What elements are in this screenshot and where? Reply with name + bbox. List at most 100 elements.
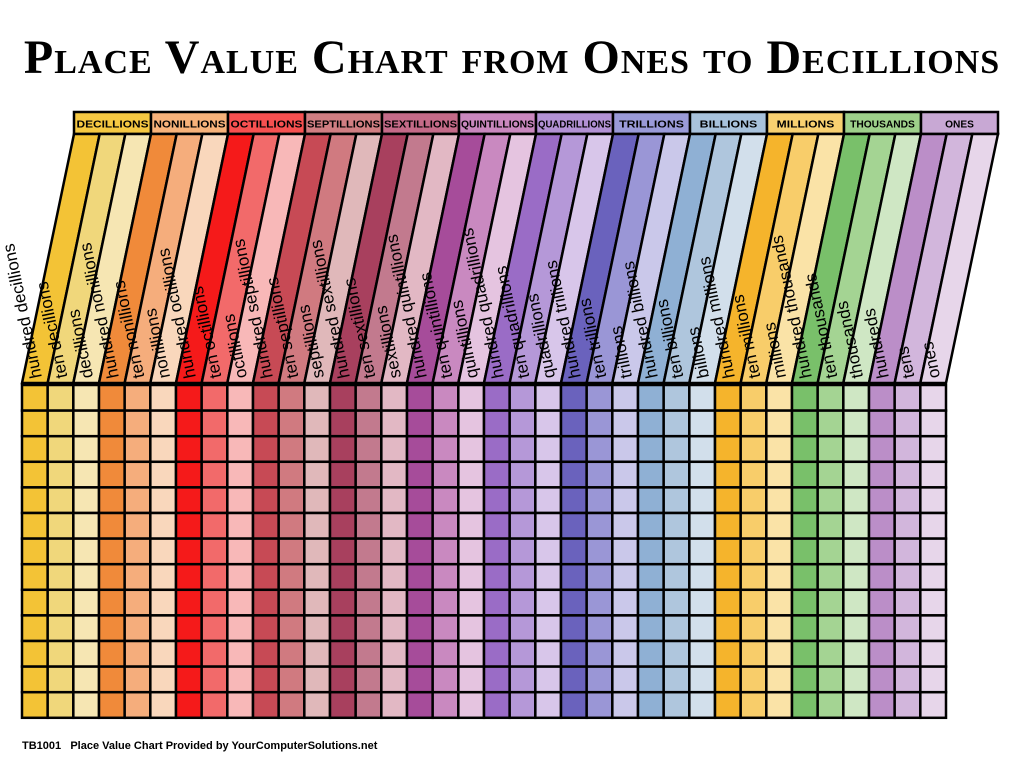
digit-cell[interactable] <box>790 409 819 438</box>
digit-cell[interactable] <box>765 614 794 643</box>
digit-cell[interactable] <box>431 486 460 515</box>
digit-cell[interactable] <box>739 409 768 438</box>
digit-cell[interactable] <box>226 434 255 464</box>
digit-cell[interactable] <box>765 383 794 412</box>
digit-cell[interactable] <box>123 537 152 566</box>
digit-cell[interactable] <box>46 434 75 464</box>
digit-cell[interactable] <box>431 639 460 668</box>
digit-cell[interactable] <box>380 383 409 412</box>
digit-cell[interactable] <box>713 537 742 566</box>
digit-cell[interactable] <box>713 409 742 438</box>
digit-cell[interactable] <box>611 614 640 643</box>
digit-cell[interactable] <box>893 434 922 464</box>
digit-cell[interactable] <box>251 690 280 720</box>
digit-cell[interactable] <box>842 562 871 592</box>
digit-cell[interactable] <box>72 486 101 515</box>
digit-cell[interactable] <box>559 537 588 566</box>
digit-cell[interactable] <box>842 460 871 489</box>
digit-cell[interactable] <box>431 588 460 617</box>
digit-cell[interactable] <box>200 639 229 668</box>
digit-cell[interactable] <box>200 614 229 643</box>
digit-cell[interactable] <box>867 383 896 412</box>
digit-cell[interactable] <box>482 562 511 592</box>
digit-cell[interactable] <box>20 383 49 412</box>
digit-cell[interactable] <box>790 639 819 668</box>
digit-cell[interactable] <box>431 562 460 592</box>
digit-cell[interactable] <box>739 639 768 668</box>
digit-cell[interactable] <box>611 665 640 694</box>
digit-cell[interactable] <box>611 434 640 464</box>
digit-cell[interactable] <box>405 511 434 540</box>
digit-cell[interactable] <box>328 588 357 617</box>
digit-cell[interactable] <box>816 588 845 617</box>
digit-cell[interactable] <box>226 588 255 617</box>
digit-cell[interactable] <box>200 562 229 592</box>
digit-cell[interactable] <box>611 486 640 515</box>
digit-cell[interactable] <box>354 537 383 566</box>
digit-cell[interactable] <box>303 690 332 720</box>
digit-cell[interactable] <box>405 639 434 668</box>
digit-cell[interactable] <box>405 562 434 592</box>
digit-cell[interactable] <box>457 537 486 566</box>
digit-cell[interactable] <box>354 665 383 694</box>
digit-cell[interactable] <box>303 486 332 515</box>
digit-cell[interactable] <box>790 588 819 617</box>
digit-cell[interactable] <box>893 486 922 515</box>
digit-cell[interactable] <box>739 588 768 617</box>
digit-cell[interactable] <box>508 665 537 694</box>
digit-cell[interactable] <box>277 639 306 668</box>
digit-cell[interactable] <box>713 588 742 617</box>
digit-cell[interactable] <box>46 588 75 617</box>
digit-cell[interactable] <box>200 511 229 540</box>
digit-cell[interactable] <box>790 460 819 489</box>
digit-cell[interactable] <box>688 588 717 617</box>
digit-cell[interactable] <box>123 562 152 592</box>
digit-cell[interactable] <box>457 460 486 489</box>
digit-cell[interactable] <box>303 383 332 412</box>
digit-cell[interactable] <box>816 434 845 464</box>
digit-cell[interactable] <box>72 409 101 438</box>
digit-cell[interactable] <box>251 511 280 540</box>
digit-cell[interactable] <box>919 486 948 515</box>
digit-cell[interactable] <box>123 434 152 464</box>
digit-cell[interactable] <box>200 383 229 412</box>
digit-cell[interactable] <box>405 537 434 566</box>
digit-cell[interactable] <box>893 383 922 412</box>
digit-cell[interactable] <box>919 434 948 464</box>
digit-cell[interactable] <box>431 460 460 489</box>
digit-cell[interactable] <box>611 588 640 617</box>
digit-cell[interactable] <box>559 639 588 668</box>
digit-cell[interactable] <box>457 409 486 438</box>
digit-cell[interactable] <box>919 537 948 566</box>
digit-cell[interactable] <box>20 409 49 438</box>
digit-cell[interactable] <box>534 434 563 464</box>
digit-cell[interactable] <box>251 588 280 617</box>
digit-cell[interactable] <box>46 537 75 566</box>
digit-cell[interactable] <box>559 562 588 592</box>
digit-cell[interactable] <box>867 434 896 464</box>
digit-cell[interactable] <box>816 665 845 694</box>
digit-cell[interactable] <box>174 434 203 464</box>
digit-cell[interactable] <box>97 409 126 438</box>
digit-cell[interactable] <box>46 383 75 412</box>
digit-cell[interactable] <box>790 511 819 540</box>
digit-cell[interactable] <box>482 434 511 464</box>
digit-cell[interactable] <box>482 383 511 412</box>
digit-cell[interactable] <box>149 434 178 464</box>
digit-cell[interactable] <box>457 639 486 668</box>
digit-cell[interactable] <box>380 614 409 643</box>
digit-cell[interactable] <box>842 383 871 412</box>
digit-cell[interactable] <box>765 409 794 438</box>
digit-cell[interactable] <box>174 383 203 412</box>
digit-cell[interactable] <box>226 639 255 668</box>
digit-cell[interactable] <box>20 614 49 643</box>
digit-cell[interactable] <box>867 690 896 720</box>
digit-cell[interactable] <box>303 434 332 464</box>
digit-cell[interactable] <box>46 665 75 694</box>
digit-cell[interactable] <box>328 383 357 412</box>
digit-cell[interactable] <box>534 665 563 694</box>
digit-cell[interactable] <box>662 409 691 438</box>
digit-cell[interactable] <box>611 383 640 412</box>
digit-cell[interactable] <box>251 434 280 464</box>
digit-cell[interactable] <box>20 460 49 489</box>
